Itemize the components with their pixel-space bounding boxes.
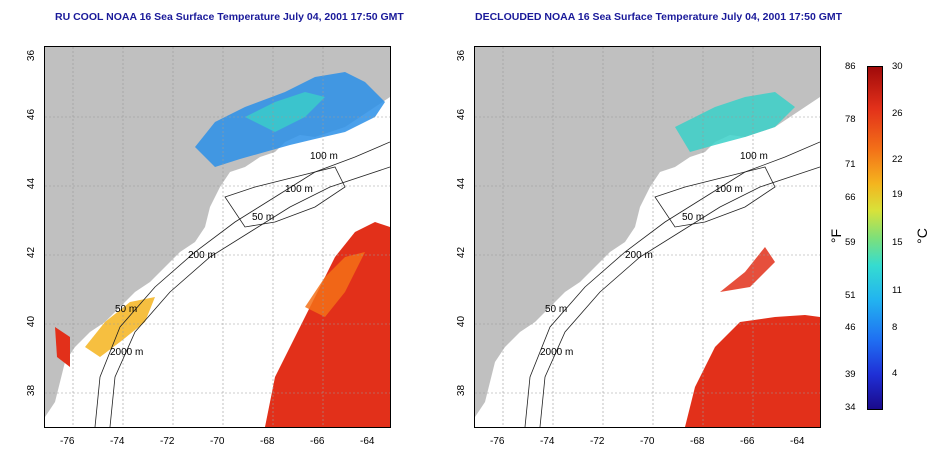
- contour-label: 50 m: [115, 304, 138, 315]
- contour-label: 100 m: [310, 151, 338, 162]
- y-tick: 40: [26, 315, 38, 328]
- x-tick: -70: [640, 436, 655, 447]
- fahrenheit-tick: 51: [845, 290, 856, 301]
- fahrenheit-tick: 86: [845, 61, 856, 72]
- y-tick: 46: [456, 108, 468, 121]
- warm-water-region: [265, 222, 390, 427]
- contour-label: 100 m: [715, 184, 743, 195]
- celsius-tick: 8: [892, 322, 898, 333]
- x-tick: -64: [790, 436, 805, 447]
- contour-label: 50 m: [682, 212, 705, 223]
- x-tick: -74: [540, 436, 555, 447]
- fahrenheit-tick: 78: [845, 114, 856, 125]
- contour-label: 100 m: [285, 184, 313, 195]
- y-tick: 44: [456, 177, 468, 190]
- land-mass: [475, 47, 820, 417]
- celsius-tick: 26: [892, 108, 903, 119]
- x-tick: -66: [310, 436, 325, 447]
- y-tick: 46: [26, 108, 38, 121]
- x-tick: -76: [490, 436, 505, 447]
- right-map-title: DECLOUDED NOAA 16 Sea Surface Temperatur…: [475, 11, 843, 23]
- contour-label: 50 m: [545, 304, 568, 315]
- x-tick: -76: [60, 436, 75, 447]
- celsius-tick: 19: [892, 189, 903, 200]
- contour-label: 100 m: [740, 151, 768, 162]
- y-tick: 42: [456, 246, 468, 259]
- fahrenheit-tick: 59: [845, 237, 856, 248]
- celsius-unit-label: °C: [913, 228, 930, 244]
- x-tick: -74: [110, 436, 125, 447]
- warm-water-region: [685, 315, 820, 427]
- contour-label: 200 m: [625, 250, 653, 261]
- left-sst-map: 100 m 100 m 50 m 200 m 50 m 2000 m: [44, 46, 391, 428]
- fahrenheit-unit-label: °F: [828, 228, 845, 244]
- y-tick: 36: [26, 49, 38, 62]
- temperature-colorbar: [867, 66, 883, 410]
- x-tick: -70: [210, 436, 225, 447]
- cold-water-region: [675, 92, 795, 152]
- y-tick: 40: [456, 315, 468, 328]
- fahrenheit-tick: 71: [845, 159, 856, 170]
- contour-label: 200 m: [188, 250, 216, 261]
- celsius-tick: 15: [892, 237, 903, 248]
- contour-label: 2000 m: [540, 347, 574, 358]
- fahrenheit-tick: 34: [845, 402, 856, 413]
- celsius-tick: 11: [892, 285, 902, 296]
- y-tick: 44: [26, 177, 38, 190]
- y-tick: 38: [456, 384, 468, 397]
- fahrenheit-tick: 39: [845, 369, 856, 380]
- fahrenheit-tick: 66: [845, 192, 856, 203]
- celsius-tick: 30: [892, 61, 903, 72]
- celsius-tick: 22: [892, 154, 903, 165]
- contour-label: 2000 m: [110, 347, 144, 358]
- x-tick: -66: [740, 436, 755, 447]
- left-map-title: RU COOL NOAA 16 Sea Surface Temperature …: [55, 11, 404, 23]
- x-tick: -72: [160, 436, 175, 447]
- y-tick: 38: [26, 384, 38, 397]
- land-mass: [45, 47, 390, 417]
- y-tick: 42: [26, 246, 38, 259]
- x-tick: -68: [260, 436, 275, 447]
- celsius-tick: 4: [892, 368, 898, 379]
- y-tick: 36: [456, 49, 468, 62]
- x-tick: -68: [690, 436, 705, 447]
- fahrenheit-tick: 46: [845, 322, 856, 333]
- x-tick: -72: [590, 436, 605, 447]
- contour-label: 50 m: [252, 212, 275, 223]
- x-tick: -64: [360, 436, 375, 447]
- right-sst-map: 100 m 100 m 50 m 200 m 50 m 2000 m: [474, 46, 821, 428]
